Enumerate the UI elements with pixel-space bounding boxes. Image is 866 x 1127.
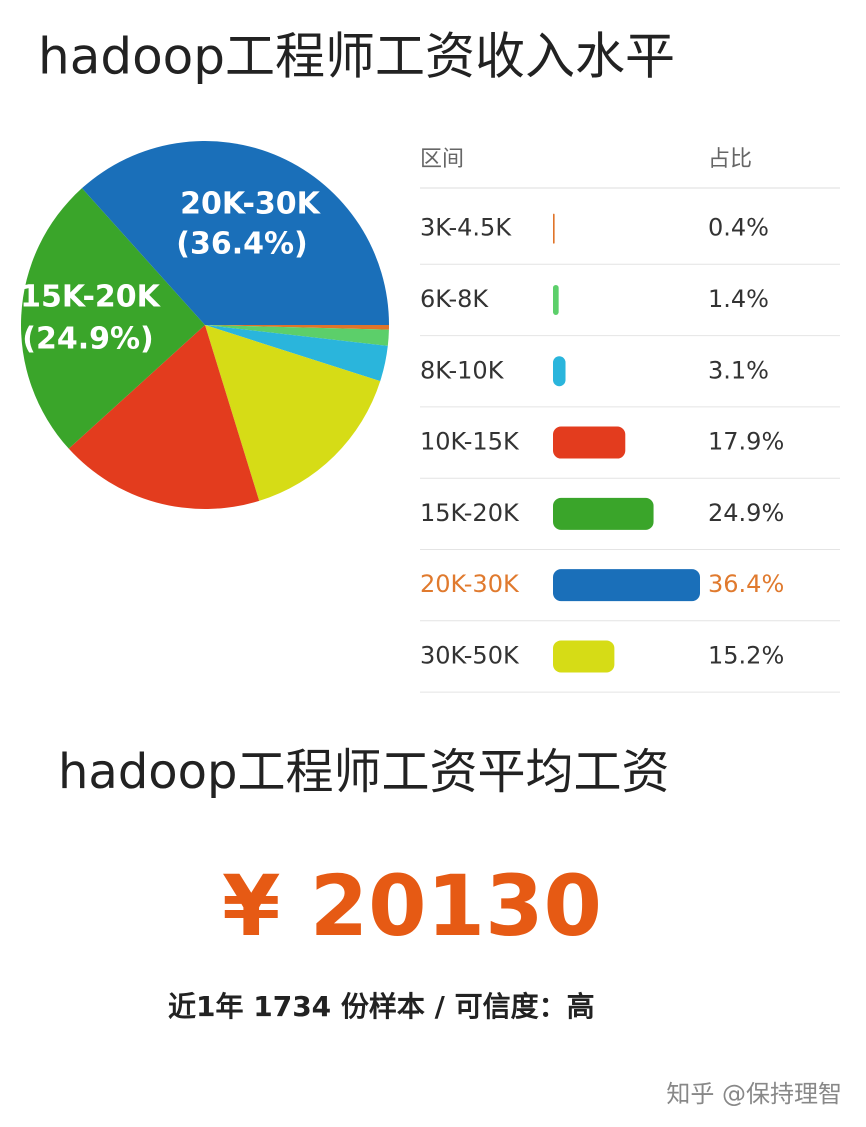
bar	[553, 569, 700, 602]
row-category: 20K-30K	[420, 570, 520, 598]
pie-slice	[205, 325, 381, 501]
pie-slice	[68, 325, 260, 509]
title: hadoop工程师工资收入水平	[38, 28, 675, 86]
average-salary: ¥ 20130	[222, 857, 602, 955]
row-value-label: 36.4%	[708, 570, 784, 598]
bar	[553, 284, 559, 315]
subtitle: hadoop工程师工资平均工资	[58, 744, 670, 800]
bar	[553, 497, 654, 530]
footnote: 近1年 1734 份样本 / 可信度：高	[168, 990, 595, 1023]
pie-slice	[205, 325, 388, 382]
column-header: 区间	[420, 147, 464, 172]
row-category: 3K-4.5K	[420, 214, 512, 242]
row-value-label: 15.2%	[708, 641, 784, 669]
bar	[553, 426, 626, 459]
slice-label: 15K-20K	[20, 280, 162, 315]
row-category: 30K-50K	[420, 641, 520, 669]
row-value-label: 17.9%	[708, 428, 784, 456]
column-header: 占比	[708, 147, 752, 172]
row-value-label: 24.9%	[708, 499, 784, 527]
bar	[553, 640, 615, 673]
bar	[553, 213, 555, 244]
slice-value-label: (36.4%)	[176, 227, 308, 262]
bar	[553, 356, 566, 387]
pie-slice	[21, 188, 205, 449]
row-value-label: 0.4%	[708, 214, 769, 242]
row-category: 15K-20K	[420, 499, 520, 527]
row-value-label: 1.4%	[708, 285, 769, 313]
watermark: 知乎 @保持理智	[666, 1080, 842, 1108]
pie-slice	[205, 325, 389, 346]
slice-label: 20K-30K	[180, 187, 322, 222]
row-value-label: 3.1%	[708, 356, 769, 384]
row-category: 10K-15K	[420, 428, 520, 456]
row-category: 8K-10K	[420, 356, 505, 384]
pie-slice	[205, 325, 389, 330]
pie-slice	[81, 140, 389, 325]
row-category: 6K-8K	[420, 285, 489, 313]
slice-value-label: (24.9%)	[22, 322, 154, 357]
